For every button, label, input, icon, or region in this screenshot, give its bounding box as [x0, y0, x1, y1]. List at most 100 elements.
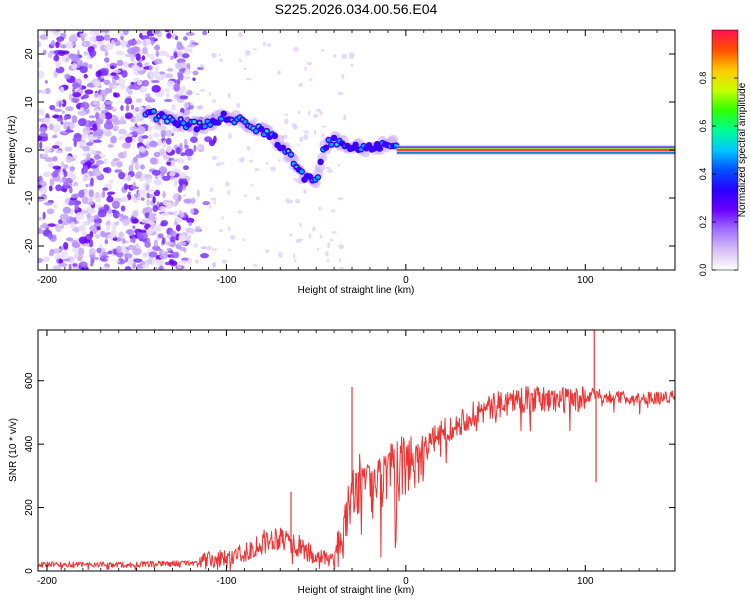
noise-blob	[71, 248, 80, 253]
faint-blob	[303, 189, 307, 195]
noise-blob	[113, 37, 118, 42]
faint-blob	[327, 242, 331, 248]
faint-blob	[339, 258, 342, 263]
snr-y-label: SNR (10 * v/v)	[8, 418, 19, 482]
track-peak	[179, 118, 182, 121]
noise-blob	[74, 204, 79, 211]
noise-blob	[152, 196, 156, 204]
noise-blob	[155, 50, 160, 57]
track-core	[330, 134, 338, 142]
noise-blob	[99, 154, 107, 158]
noise-blob	[72, 155, 78, 159]
noise-blob	[166, 80, 174, 88]
snr-y-tick-label: 200	[24, 499, 35, 516]
noise-blob	[62, 168, 66, 173]
noise-blob	[53, 169, 59, 178]
track-peak	[265, 129, 269, 133]
noise-blob	[106, 196, 114, 203]
noise-blob	[39, 187, 48, 195]
noise-blob	[179, 211, 185, 218]
noise-blob	[132, 210, 139, 218]
faint-blob	[210, 197, 217, 201]
noise-blob	[95, 160, 105, 165]
noise-blob	[73, 181, 78, 186]
noise-blob	[113, 75, 120, 81]
noise-blob	[172, 168, 181, 173]
noise-blob	[181, 257, 189, 262]
noise-blob	[103, 34, 111, 41]
faint-blob	[304, 66, 307, 72]
faint-blob	[336, 164, 341, 167]
noise-blob	[69, 186, 73, 194]
noise-blob	[140, 164, 145, 170]
noise-blob	[146, 52, 150, 58]
noise-blob	[116, 59, 124, 67]
faint-blob	[211, 52, 217, 58]
noise-blob	[86, 153, 91, 161]
noise-blob	[68, 200, 73, 207]
noise-blob	[62, 181, 70, 190]
noise-blob	[47, 233, 54, 240]
noise-blob	[176, 43, 184, 50]
noise-blob	[58, 262, 68, 267]
faint-blob	[337, 91, 344, 96]
faint-blob	[208, 91, 212, 97]
noise-blob	[177, 185, 183, 193]
noise-blob	[138, 229, 147, 233]
noise-blob	[84, 89, 94, 95]
noise-blob	[65, 57, 69, 62]
noise-blob	[158, 265, 164, 270]
faint-blob	[211, 99, 217, 103]
spectrogram-y-label: Frequency (Hz)	[7, 116, 18, 185]
faint-blob	[215, 162, 221, 167]
noise-blob	[147, 189, 156, 193]
noise-blob	[129, 126, 138, 132]
spectrogram-y-tick-label: 10	[24, 96, 35, 108]
noise-blob	[49, 178, 55, 186]
noise-blob	[123, 61, 128, 67]
noise-blob	[104, 57, 110, 63]
noise-blob	[65, 129, 74, 133]
noise-blob	[186, 156, 192, 161]
noise-blob	[65, 41, 75, 49]
noise-blob	[153, 239, 158, 248]
faint-blob	[213, 199, 216, 205]
noise-blob	[192, 77, 196, 81]
track-hot	[181, 121, 186, 125]
noise-blob	[112, 202, 119, 207]
noise-blob	[83, 74, 88, 79]
noise-blob	[182, 53, 190, 59]
noise-blob	[83, 41, 87, 46]
noise-blob	[143, 62, 150, 68]
noise-blob	[137, 189, 147, 196]
faint-blob	[206, 245, 212, 251]
faint-blob	[313, 129, 317, 136]
faint-blob	[218, 53, 221, 56]
noise-blob	[68, 93, 73, 101]
noise-blob	[173, 201, 178, 208]
noise-blob	[177, 264, 182, 269]
noise-blob	[188, 221, 192, 226]
noise-blob	[104, 112, 113, 120]
noise-blob	[113, 92, 120, 98]
noise-blob	[39, 34, 49, 40]
noise-blob	[77, 118, 87, 127]
faint-blob	[227, 248, 231, 252]
noise-blob	[183, 198, 192, 204]
noise-blob	[43, 171, 50, 178]
noise-blob	[97, 94, 103, 102]
noise-blob	[78, 261, 88, 269]
noise-blob	[95, 35, 105, 42]
noise-blob	[179, 172, 187, 179]
noise-blob	[43, 202, 53, 206]
noise-blob	[192, 242, 199, 248]
noise-blob	[101, 104, 106, 109]
faint-blob	[253, 263, 258, 267]
noise-blob	[130, 195, 136, 202]
track-peak	[165, 120, 169, 123]
faint-blob	[284, 118, 289, 125]
noise-blob	[85, 208, 90, 212]
faint-blob	[189, 228, 196, 235]
noise-blob	[141, 79, 150, 87]
